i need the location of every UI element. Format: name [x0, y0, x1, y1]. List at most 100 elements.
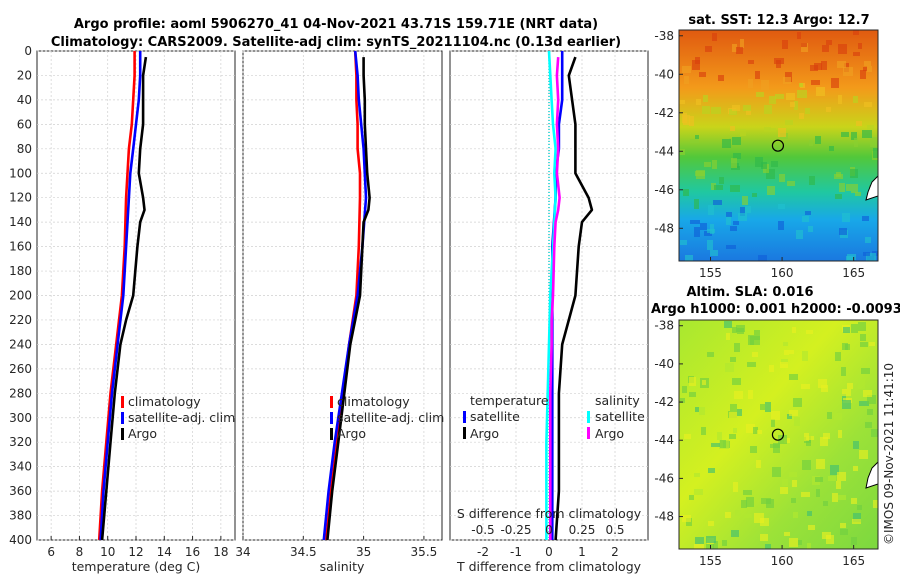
texture-cell	[733, 153, 741, 159]
texture-cell	[689, 377, 696, 386]
texture-cell	[761, 80, 769, 90]
texture-cell	[760, 404, 765, 410]
texture-cell	[809, 140, 813, 146]
salinity-lines	[322, 50, 371, 541]
texture-cell	[781, 359, 788, 364]
texture-cell	[755, 71, 760, 79]
texture-cell	[705, 46, 712, 52]
texture-cell	[683, 115, 690, 125]
x-tick-label: 165	[842, 266, 865, 280]
temperature-panel: 6 8 10 12 14 16 18 0 20 40 60 80 100 120 140 160 180 200…	[9, 44, 236, 574]
x2-tick-label: 0	[545, 523, 553, 537]
texture-cell	[772, 467, 781, 477]
texture-cell	[696, 99, 701, 105]
texture-cell	[836, 481, 841, 489]
sla-field	[679, 320, 878, 549]
x2-tick-label: -0.25	[500, 523, 531, 537]
texture-cell	[724, 321, 732, 328]
salinity-difference-xticks: -0.5 -0.25 0 0.25 0.5	[471, 523, 624, 537]
y-tick-label: 160	[9, 240, 32, 254]
y-tick-label: -42	[654, 106, 674, 120]
texture-cell	[695, 537, 704, 544]
x-tick-label: 0	[545, 545, 553, 559]
texture-cell	[854, 138, 858, 147]
y-tick-label: -48	[654, 510, 674, 524]
texture-cell	[722, 540, 727, 546]
texture-cell	[858, 322, 866, 331]
texture-cell	[834, 413, 842, 420]
y-tick-label: -46	[654, 471, 674, 485]
y-tick-label: 180	[9, 264, 32, 278]
temperature-lines	[97, 51, 148, 541]
texture-cell	[746, 497, 754, 507]
s-difference-xlabel: S difference from climatology	[457, 506, 642, 521]
texture-cell	[810, 65, 818, 71]
x-tick-label: 2	[611, 545, 619, 559]
texture-cell	[729, 434, 736, 439]
texture-cell	[769, 365, 774, 372]
texture-cell	[726, 216, 731, 225]
texture-cell	[837, 472, 846, 481]
texture-cell	[679, 100, 685, 104]
legend-s-satellite-marker	[587, 411, 590, 423]
texture-cell	[791, 498, 796, 503]
texture-cell	[683, 189, 689, 196]
texture-cell	[784, 350, 789, 355]
y-tick-label: 80	[17, 142, 32, 156]
y-tick-label: 260	[9, 362, 32, 376]
texture-cell	[732, 44, 737, 52]
texture-cell	[867, 409, 873, 415]
texture-cell	[850, 169, 858, 178]
texture-cell	[821, 61, 827, 70]
legend-t-argo-marker	[463, 427, 466, 439]
texture-cell	[680, 398, 685, 403]
texture-cell	[838, 495, 846, 500]
texture-cell	[870, 137, 877, 147]
argo-location-marker	[771, 428, 785, 441]
texture-cell	[858, 43, 862, 49]
texture-cell	[682, 515, 691, 522]
y-tick-label: -44	[654, 433, 674, 447]
texture-cell	[839, 228, 847, 235]
temperature-legend: climatology satellite-adj. clim Argo	[121, 394, 235, 441]
texture-cell	[793, 398, 802, 407]
texture-cell	[806, 330, 813, 334]
y-tick-label: -40	[654, 357, 674, 371]
texture-cell	[684, 76, 689, 84]
texture-cell	[760, 534, 768, 541]
texture-cell	[847, 383, 853, 389]
texture-cell	[694, 227, 700, 237]
texture-cell	[838, 430, 842, 438]
texture-cell	[807, 511, 812, 516]
texture-cell	[730, 357, 736, 362]
difference-legend-salinity: salinity satellite Argo	[587, 393, 645, 441]
texture-cell	[722, 139, 731, 148]
figure-title-line1: Argo profile: aoml 5906270_41 04-Nov-202…	[74, 17, 598, 32]
texture-cell	[746, 424, 755, 433]
legend-climatology-label: climatology	[128, 394, 201, 409]
texture-cell	[702, 106, 710, 114]
texture-cell	[778, 435, 787, 444]
texture-cell	[856, 121, 862, 126]
texture-cell	[711, 107, 721, 114]
texture-cell	[755, 157, 763, 167]
texture-cell	[783, 77, 791, 84]
texture-cell	[694, 199, 699, 209]
coastline	[865, 175, 878, 201]
temperature-xlabel: temperature (deg C)	[72, 559, 201, 574]
texture-cell	[734, 343, 740, 352]
texture-cell	[778, 128, 786, 137]
texture-cell	[857, 505, 862, 510]
texture-cell	[740, 129, 746, 136]
texture-cell	[706, 536, 716, 543]
texture-cell	[729, 109, 737, 115]
texture-cell	[865, 237, 871, 243]
y-tick-label: 200	[9, 289, 32, 303]
texture-cell	[714, 185, 723, 190]
texture-cell	[730, 185, 740, 192]
texture-cell	[748, 390, 753, 399]
texture-cell	[863, 390, 872, 397]
difference-panel: -2 -1 0 1 2 -0.5 -0.25 0 0.25 0.5 T difference f…	[449, 50, 649, 574]
series-line-argo	[100, 56, 148, 541]
